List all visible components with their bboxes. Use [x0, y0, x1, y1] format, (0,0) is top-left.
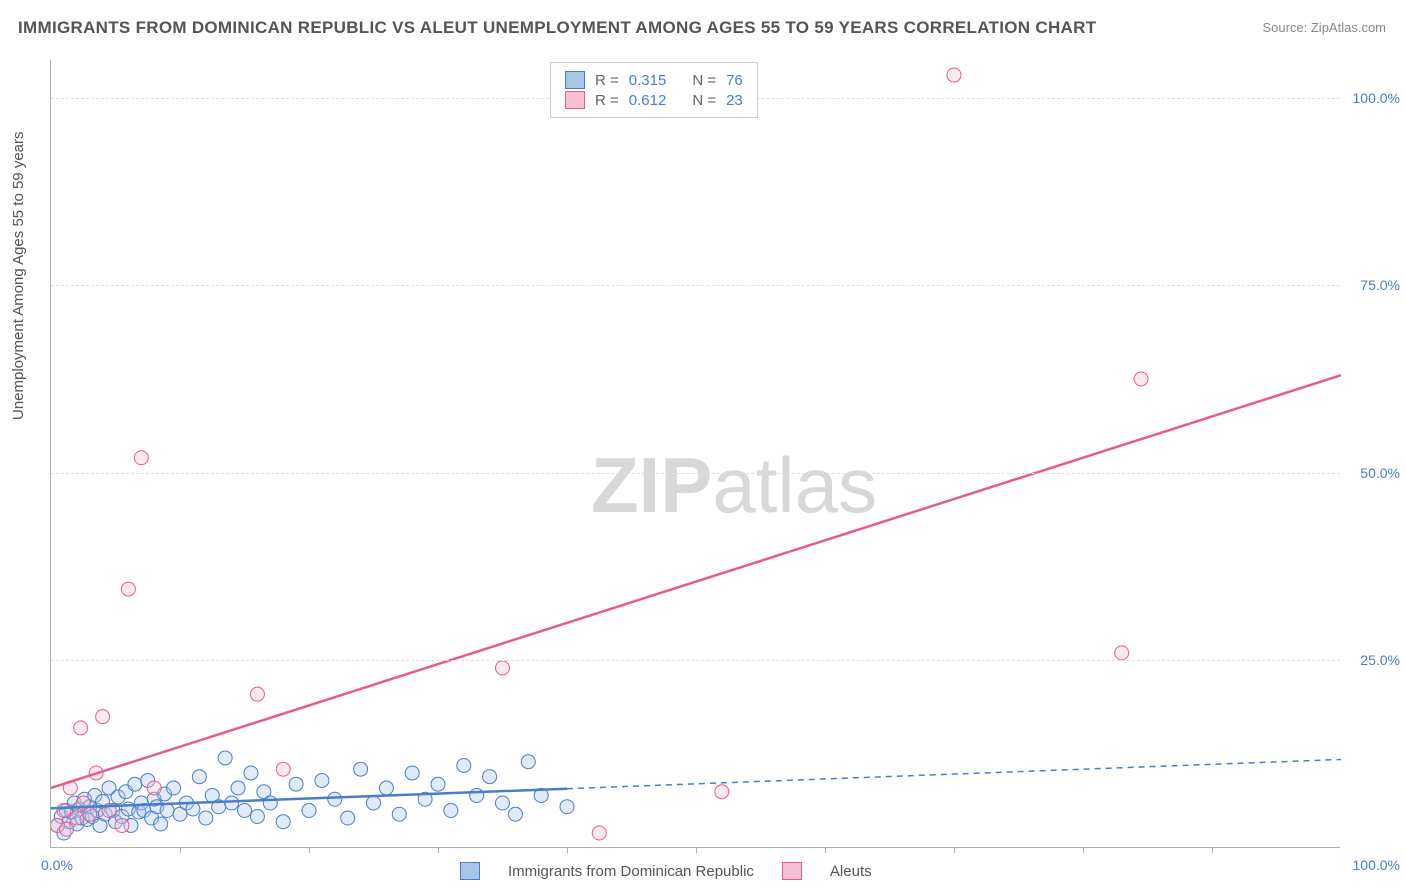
series2-name: Aleuts — [830, 863, 872, 880]
source-label: Source: ZipAtlas.com — [1262, 20, 1386, 35]
xtick-mark — [567, 847, 568, 853]
xtick-mark — [954, 847, 955, 853]
xtick-mark — [696, 847, 697, 853]
y-axis-label: Unemployment Among Ages 55 to 59 years — [10, 131, 27, 420]
n-value-series2: 23 — [726, 92, 743, 109]
gridline — [51, 660, 1340, 661]
chart-svg — [51, 60, 1341, 848]
ytick-label: 25.0% — [1360, 652, 1400, 668]
xtick-mark — [825, 847, 826, 853]
bottom-legend: Immigrants from Dominican Republic Aleut… — [460, 862, 872, 880]
n-value-series1: 76 — [726, 72, 743, 89]
legend-row-series1: R = 0.315 N = 76 — [565, 71, 743, 89]
r-label: R = — [595, 72, 619, 89]
n-label: N = — [692, 92, 716, 109]
chart-title: IMMIGRANTS FROM DOMINICAN REPUBLIC VS AL… — [18, 18, 1096, 38]
ytick-label: 50.0% — [1360, 465, 1400, 481]
series1-name: Immigrants from Dominican Republic — [508, 863, 754, 880]
gridline — [51, 473, 1340, 474]
r-value-series1: 0.315 — [629, 72, 667, 89]
xtick-label: 0.0% — [41, 857, 73, 873]
gridline — [51, 285, 1340, 286]
xtick-mark — [1212, 847, 1213, 853]
n-label: N = — [692, 72, 716, 89]
xtick-label: 100.0% — [1353, 857, 1400, 873]
ytick-label: 100.0% — [1353, 90, 1400, 106]
xtick-mark — [180, 847, 181, 853]
ytick-label: 75.0% — [1360, 277, 1400, 293]
xtick-mark — [309, 847, 310, 853]
r-label: R = — [595, 92, 619, 109]
legend-row-series2: R = 0.612 N = 23 — [565, 91, 743, 109]
watermark: ZIPatlas — [591, 440, 877, 531]
r-value-series2: 0.612 — [629, 92, 667, 109]
xtick-mark — [1083, 847, 1084, 853]
xtick-mark — [438, 847, 439, 853]
swatch-series2 — [565, 91, 585, 109]
swatch-series2-bottom — [782, 862, 802, 880]
swatch-series1-bottom — [460, 862, 480, 880]
correlation-legend: R = 0.315 N = 76 R = 0.612 N = 23 — [550, 62, 758, 118]
plot-area: ZIPatlas 25.0%50.0%75.0%100.0%0.0%100.0% — [50, 60, 1340, 848]
swatch-series1 — [565, 71, 585, 89]
